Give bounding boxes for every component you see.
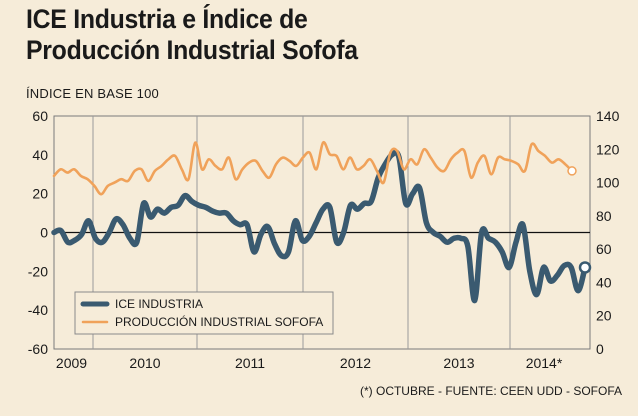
x-axis-tick-label: 2012 [340, 355, 371, 371]
legend-box [74, 291, 334, 335]
chart-subtitle: ÍNDICE EN BASE 100 [26, 86, 159, 101]
x-axis-tick-label: 2010 [129, 355, 160, 371]
right-axis-tick-label: 120 [596, 141, 620, 157]
x-axis-tick-label: 2009 [56, 355, 87, 371]
left-axis-tick-label: -40 [28, 302, 48, 318]
right-axis-tick-label: 20 [596, 308, 612, 324]
chart-title: ICE Industria e Índice de Producción Ind… [26, 4, 578, 66]
left-axis-tick-label: 20 [32, 186, 48, 202]
left-axis-tick-label: -60 [28, 341, 48, 357]
right-axis-tick-label: 100 [596, 175, 620, 191]
right-axis-tick-label: 60 [596, 241, 612, 257]
chart-title-line-2: Producción Industrial Sofofa [26, 35, 358, 65]
right-axis-tick-label: 80 [596, 208, 612, 224]
left-axis-tick-label: -20 [28, 263, 48, 279]
x-axis-tick-label: 2013 [443, 355, 474, 371]
series-line-sofofa [52, 140, 574, 196]
right-axis-tick-label: 140 [596, 108, 620, 124]
right-axis-tick-label: 40 [596, 274, 612, 290]
left-axis-tick-label: 0 [40, 225, 48, 241]
series-line-ice-industria [51, 149, 588, 304]
right-axis-tick-label: 0 [596, 341, 604, 357]
endpoint-marker-sofofa [567, 166, 577, 176]
source-note: (*) OCTUBRE - FUENTE: CEEN UDD - SOFOFA [359, 384, 622, 398]
endpoint-marker-ice [578, 261, 592, 274]
x-axis-tick-label: 2011 [235, 355, 265, 371]
legend-label: PRODUCCIÓN INDUSTRIAL SOFOFA [115, 314, 323, 329]
chart-title-line-1: ICE Industria e Índice de [26, 4, 308, 34]
left-axis-tick-label: 60 [32, 108, 48, 124]
legend-label: ICE INDUSTRIA [115, 297, 203, 311]
x-axis-tick-label: 2014* [526, 355, 563, 371]
left-axis-tick-label: 40 [32, 147, 48, 163]
